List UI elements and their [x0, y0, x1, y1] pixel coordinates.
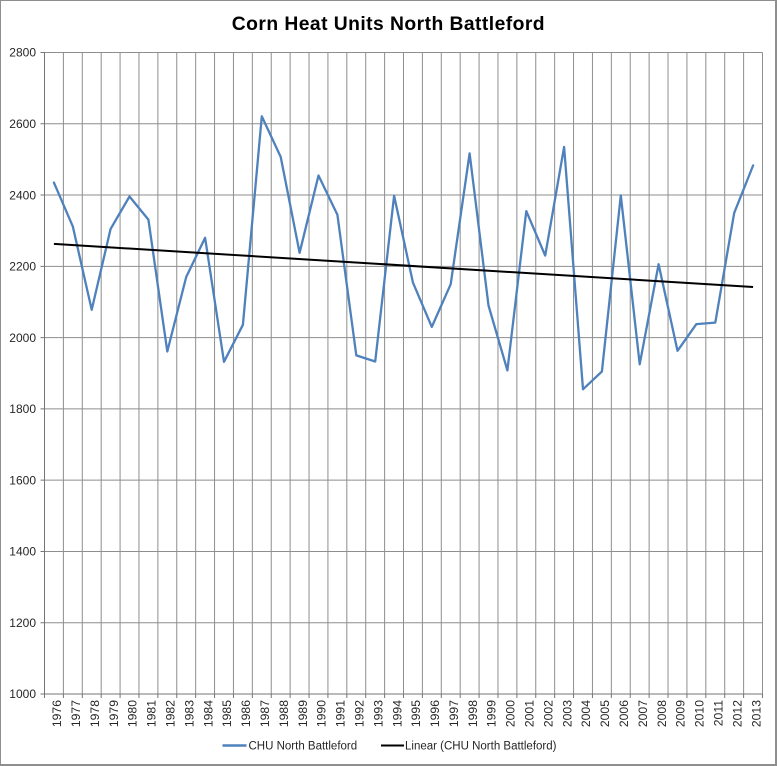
svg-text:2800: 2800: [9, 46, 36, 60]
svg-text:2010: 2010: [693, 700, 707, 727]
svg-text:2008: 2008: [655, 700, 669, 727]
svg-text:CHU North Battleford: CHU North Battleford: [249, 741, 358, 753]
svg-text:2013: 2013: [749, 700, 763, 727]
svg-text:1978: 1978: [88, 700, 102, 727]
svg-text:Linear (CHU North Battleford): Linear (CHU North Battleford): [405, 741, 557, 753]
svg-text:1981: 1981: [145, 700, 159, 727]
svg-text:1200: 1200: [9, 616, 36, 630]
svg-text:2004: 2004: [579, 700, 593, 727]
svg-text:1996: 1996: [428, 700, 442, 727]
svg-text:1990: 1990: [315, 700, 329, 727]
svg-text:Corn Heat Units North Battlefo: Corn Heat Units North Battleford: [232, 14, 545, 35]
svg-text:2007: 2007: [636, 700, 650, 727]
svg-text:2005: 2005: [598, 700, 612, 727]
svg-text:1987: 1987: [258, 700, 272, 727]
svg-text:1982: 1982: [164, 700, 178, 727]
svg-text:1989: 1989: [296, 700, 310, 727]
svg-text:2000: 2000: [504, 700, 518, 727]
svg-text:2000: 2000: [9, 331, 36, 345]
svg-text:2200: 2200: [9, 260, 36, 274]
svg-text:1980: 1980: [126, 700, 140, 727]
svg-text:2006: 2006: [617, 700, 631, 727]
svg-text:1995: 1995: [409, 700, 423, 727]
svg-text:2012: 2012: [730, 700, 744, 727]
svg-text:1988: 1988: [277, 700, 291, 727]
svg-text:1600: 1600: [9, 473, 36, 487]
svg-text:1999: 1999: [485, 700, 499, 727]
svg-text:2600: 2600: [9, 117, 36, 131]
svg-text:1991: 1991: [334, 700, 348, 727]
svg-text:2009: 2009: [674, 700, 688, 727]
svg-text:2003: 2003: [560, 700, 574, 727]
svg-text:1994: 1994: [390, 700, 404, 727]
svg-text:1977: 1977: [69, 700, 83, 727]
svg-text:1985: 1985: [220, 700, 234, 727]
svg-text:1400: 1400: [9, 545, 36, 559]
svg-text:2001: 2001: [523, 700, 537, 727]
svg-text:1984: 1984: [201, 700, 215, 727]
svg-text:1976: 1976: [50, 700, 64, 727]
svg-text:1998: 1998: [466, 700, 480, 727]
svg-text:1992: 1992: [353, 700, 367, 727]
svg-text:1800: 1800: [9, 402, 36, 416]
svg-text:1979: 1979: [107, 700, 121, 727]
svg-text:1000: 1000: [9, 687, 36, 701]
svg-text:1986: 1986: [239, 700, 253, 727]
svg-text:1993: 1993: [371, 700, 385, 727]
svg-text:2002: 2002: [541, 700, 555, 727]
svg-text:1997: 1997: [447, 700, 461, 727]
svg-text:2400: 2400: [9, 188, 36, 202]
svg-text:1983: 1983: [182, 700, 196, 727]
svg-text:2011: 2011: [712, 700, 726, 726]
